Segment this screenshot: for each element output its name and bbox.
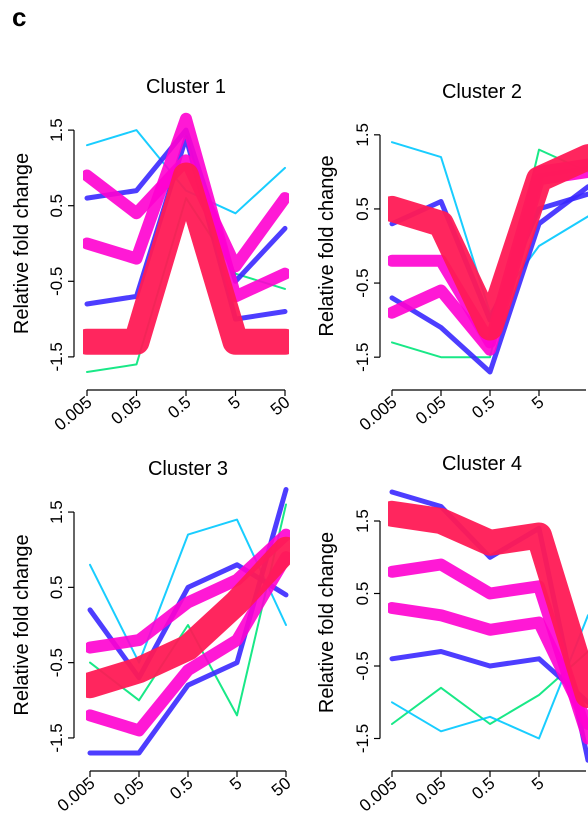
x-tick-label: 0.05	[108, 393, 146, 429]
chart-cluster-2: Cluster 2 Relative fold change -1.5 -0.5 0.5…	[316, 81, 588, 434]
series-line	[389, 649, 588, 705]
series-line	[391, 650, 588, 725]
y-axis-label: Relative fold change	[11, 534, 33, 715]
y-tick-label: -0.5	[353, 651, 372, 680]
y-tick-label: -0.5	[47, 267, 66, 296]
x-tick-label: 0.005	[356, 774, 401, 816]
series-group	[388, 141, 588, 375]
series-line	[89, 518, 287, 664]
y-axis-label: Relative fold change	[316, 155, 338, 336]
x-tick-label: 0.5	[166, 774, 196, 804]
y-axis-label: Relative fold change	[11, 153, 33, 334]
x-tick-label: 5	[225, 393, 244, 414]
series-line	[389, 184, 588, 375]
series-line	[388, 602, 588, 730]
x-tick-label: 0.05	[412, 774, 450, 810]
chart-title: Cluster 4	[442, 453, 522, 475]
y-tick-label: 1.5	[47, 500, 66, 524]
x-tick-label: 0.5	[164, 393, 194, 423]
series-group	[86, 487, 290, 756]
x-tick-label: 5	[528, 393, 547, 414]
panel-letter: c	[12, 2, 27, 32]
series-group	[388, 489, 588, 763]
series-line	[388, 500, 588, 708]
x-tick-label: 50	[267, 393, 294, 420]
x-tick-label: 5	[226, 774, 245, 795]
chart-title: Cluster 2	[442, 81, 522, 103]
series-line	[391, 614, 588, 740]
y-tick-label: -1.5	[353, 724, 372, 753]
x-tick-label: 5	[528, 774, 547, 795]
series-line	[86, 528, 290, 654]
y-tick-label: -1.5	[47, 342, 66, 371]
chart-title: Cluster 3	[148, 458, 228, 480]
series-line	[86, 551, 290, 737]
y-tick-label: 0.5	[353, 197, 372, 221]
y-tick-label: -0.5	[353, 268, 372, 297]
y-axis-label: Relative fold change	[316, 532, 338, 713]
chart-title: Cluster 1	[146, 76, 226, 98]
x-tick-label: 50	[268, 774, 295, 801]
x-tick-label: 0.005	[51, 393, 96, 435]
series-line	[388, 558, 588, 745]
y-tick-label: -1.5	[353, 343, 372, 372]
y-tick-label: 1.5	[353, 123, 372, 147]
chart-cluster-1: Cluster 1 Relative fold change -1.5 -0.5 0.5…	[11, 76, 294, 434]
y-tick-label: 0.5	[47, 194, 66, 218]
y-tick-label: -0.5	[47, 648, 66, 677]
series-line	[86, 536, 290, 699]
x-tick-label: 0.005	[356, 393, 401, 435]
y-tick-label: 0.5	[353, 582, 372, 606]
series-group	[83, 112, 289, 373]
series-line	[83, 162, 289, 355]
y-tick-label: -1.5	[47, 723, 66, 752]
series-line	[391, 148, 588, 359]
y-tick-label: 0.5	[47, 576, 66, 600]
y-tick-label: 1.5	[353, 509, 372, 533]
series-line	[388, 144, 588, 341]
series-line	[83, 112, 289, 303]
x-tick-label: 0.5	[468, 774, 498, 804]
chart-cluster-4: Cluster 4 Relative fold change -1.5 -0.5 0.5…	[316, 453, 588, 815]
x-tick-label: 0.05	[412, 393, 450, 429]
x-tick-label: 0.005	[54, 774, 99, 816]
series-line	[83, 154, 289, 273]
x-tick-label: 0.05	[110, 774, 148, 810]
y-tick-label: 1.5	[47, 118, 66, 142]
x-tick-label: 0.5	[468, 393, 498, 423]
chart-cluster-3: Cluster 3 Relative fold change -1.5 -0.5 0.5…	[11, 458, 295, 815]
